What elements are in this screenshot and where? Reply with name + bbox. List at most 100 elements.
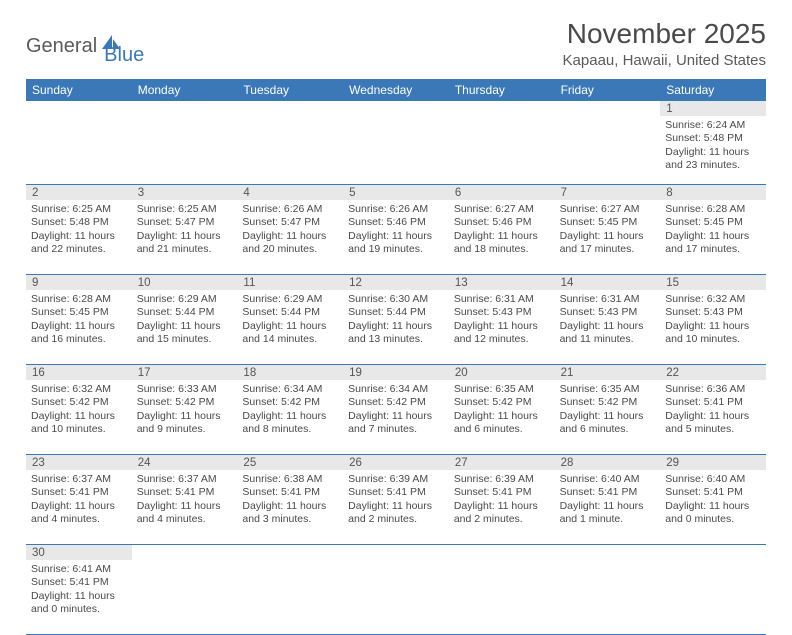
empty-cell [449,116,555,184]
sunrise-line: Sunrise: 6:29 AM [137,293,233,306]
day-cell: Sunrise: 6:26 AMSunset: 5:46 PMDaylight:… [343,200,449,274]
empty-cell [343,116,449,184]
calendar-grid: SundayMondayTuesdayWednesdayThursdayFrid… [26,79,766,635]
day-cell: Sunrise: 6:37 AMSunset: 5:41 PMDaylight:… [26,470,132,544]
day-number: 20 [449,365,555,380]
day-cell: Sunrise: 6:28 AMSunset: 5:45 PMDaylight:… [660,200,766,274]
day-number: 11 [237,275,343,290]
day-cell: Sunrise: 6:36 AMSunset: 5:41 PMDaylight:… [660,380,766,454]
day-number: 13 [449,275,555,290]
daylight-line: Daylight: 11 hours and 13 minutes. [348,320,444,347]
week-row: Sunrise: 6:24 AMSunset: 5:48 PMDaylight:… [26,116,766,185]
daylight-line: Daylight: 11 hours and 23 minutes. [665,146,761,173]
sunrise-line: Sunrise: 6:31 AM [560,293,656,306]
day-cell: Sunrise: 6:32 AMSunset: 5:43 PMDaylight:… [660,290,766,364]
day-cell: Sunrise: 6:31 AMSunset: 5:43 PMDaylight:… [555,290,661,364]
sunrise-line: Sunrise: 6:34 AM [242,383,338,396]
sunset-line: Sunset: 5:44 PM [137,306,233,319]
logo: General Blue [26,26,144,67]
day-number: 29 [660,455,766,470]
day-number-row: 23242526272829 [26,455,766,470]
sunrise-line: Sunrise: 6:39 AM [348,473,444,486]
sunset-line: Sunset: 5:44 PM [348,306,444,319]
day-number: 21 [555,365,661,380]
day-cell: Sunrise: 6:27 AMSunset: 5:45 PMDaylight:… [555,200,661,274]
day-number: 17 [132,365,238,380]
sunrise-line: Sunrise: 6:32 AM [31,383,127,396]
sunset-line: Sunset: 5:41 PM [31,576,127,589]
sunset-line: Sunset: 5:45 PM [31,306,127,319]
empty-cell [132,560,238,634]
day-cell: Sunrise: 6:39 AMSunset: 5:41 PMDaylight:… [343,470,449,544]
sunset-line: Sunset: 5:47 PM [242,216,338,229]
sunset-line: Sunset: 5:43 PM [665,306,761,319]
day-cell: Sunrise: 6:25 AMSunset: 5:47 PMDaylight:… [132,200,238,274]
day-header: Sunday [26,79,132,101]
daylight-line: Daylight: 11 hours and 2 minutes. [348,500,444,527]
week-row: Sunrise: 6:25 AMSunset: 5:48 PMDaylight:… [26,200,766,275]
day-number: 9 [26,275,132,290]
day-number [237,545,343,560]
empty-cell [449,560,555,634]
sunrise-line: Sunrise: 6:28 AM [665,203,761,216]
calendar-page: General Blue November 2025 Kapaau, Hawai… [0,0,792,635]
day-header-row: SundayMondayTuesdayWednesdayThursdayFrid… [26,79,766,101]
empty-cell [237,116,343,184]
day-number-row: 9101112131415 [26,275,766,290]
sunrise-line: Sunrise: 6:35 AM [560,383,656,396]
daylight-line: Daylight: 11 hours and 11 minutes. [560,320,656,347]
daylight-line: Daylight: 11 hours and 8 minutes. [242,410,338,437]
day-cell: Sunrise: 6:25 AMSunset: 5:48 PMDaylight:… [26,200,132,274]
daylight-line: Daylight: 11 hours and 12 minutes. [454,320,550,347]
month-title: November 2025 [563,18,766,50]
sunset-line: Sunset: 5:41 PM [242,486,338,499]
sunset-line: Sunset: 5:42 PM [137,396,233,409]
day-number: 26 [343,455,449,470]
empty-cell [132,116,238,184]
sunset-line: Sunset: 5:42 PM [454,396,550,409]
daylight-line: Daylight: 11 hours and 16 minutes. [31,320,127,347]
daylight-line: Daylight: 11 hours and 1 minute. [560,500,656,527]
sunrise-line: Sunrise: 6:37 AM [31,473,127,486]
day-cell: Sunrise: 6:24 AMSunset: 5:48 PMDaylight:… [660,116,766,184]
empty-cell [237,560,343,634]
sunset-line: Sunset: 5:43 PM [454,306,550,319]
daylight-line: Daylight: 11 hours and 21 minutes. [137,230,233,257]
week-row: Sunrise: 6:28 AMSunset: 5:45 PMDaylight:… [26,290,766,365]
sunset-line: Sunset: 5:46 PM [348,216,444,229]
day-cell: Sunrise: 6:29 AMSunset: 5:44 PMDaylight:… [132,290,238,364]
day-number: 15 [660,275,766,290]
day-number [132,101,238,116]
day-cell: Sunrise: 6:39 AMSunset: 5:41 PMDaylight:… [449,470,555,544]
day-number: 25 [237,455,343,470]
sunrise-line: Sunrise: 6:26 AM [348,203,444,216]
daylight-line: Daylight: 11 hours and 10 minutes. [31,410,127,437]
day-number: 1 [660,101,766,116]
day-cell: Sunrise: 6:38 AMSunset: 5:41 PMDaylight:… [237,470,343,544]
sunrise-line: Sunrise: 6:37 AM [137,473,233,486]
day-cell: Sunrise: 6:37 AMSunset: 5:41 PMDaylight:… [132,470,238,544]
sunset-line: Sunset: 5:46 PM [454,216,550,229]
sunset-line: Sunset: 5:43 PM [560,306,656,319]
day-number: 7 [555,185,661,200]
sunrise-line: Sunrise: 6:30 AM [348,293,444,306]
daylight-line: Daylight: 11 hours and 15 minutes. [137,320,233,347]
sunset-line: Sunset: 5:44 PM [242,306,338,319]
day-number [660,545,766,560]
empty-cell [26,116,132,184]
week-row: Sunrise: 6:41 AMSunset: 5:41 PMDaylight:… [26,560,766,635]
daylight-line: Daylight: 11 hours and 6 minutes. [454,410,550,437]
sunrise-line: Sunrise: 6:35 AM [454,383,550,396]
location: Kapaau, Hawaii, United States [563,52,766,69]
day-cell: Sunrise: 6:40 AMSunset: 5:41 PMDaylight:… [555,470,661,544]
day-header: Tuesday [237,79,343,101]
day-cell: Sunrise: 6:35 AMSunset: 5:42 PMDaylight:… [449,380,555,454]
day-cell: Sunrise: 6:34 AMSunset: 5:42 PMDaylight:… [343,380,449,454]
day-number-row: 16171819202122 [26,365,766,380]
daylight-line: Daylight: 11 hours and 14 minutes. [242,320,338,347]
day-number [555,545,661,560]
day-number: 14 [555,275,661,290]
logo-text-2: Blue [104,44,144,67]
sunrise-line: Sunrise: 6:25 AM [137,203,233,216]
sunrise-line: Sunrise: 6:33 AM [137,383,233,396]
